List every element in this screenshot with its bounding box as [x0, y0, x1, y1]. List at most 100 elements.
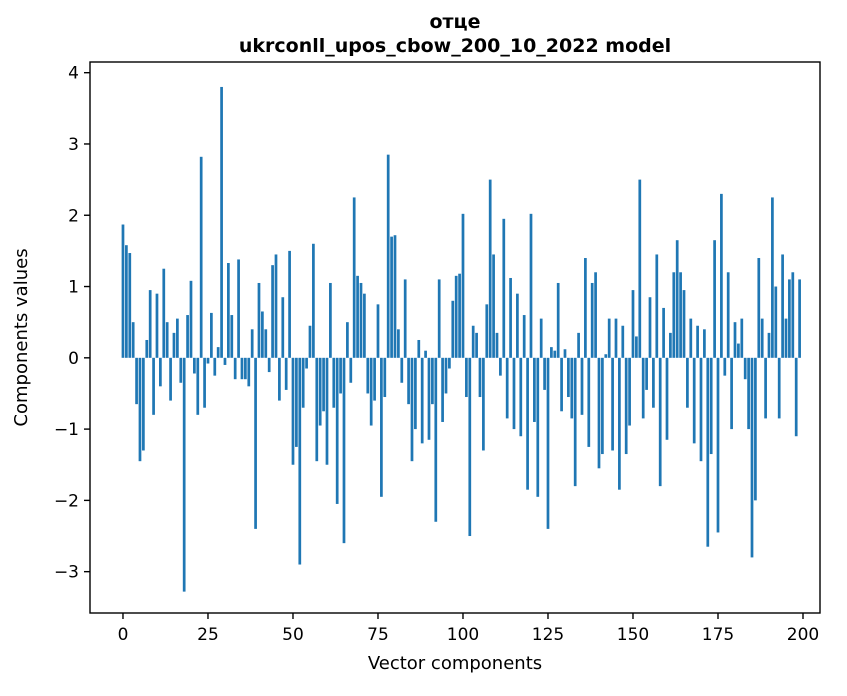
bar [257, 282, 261, 358]
bar [641, 357, 645, 419]
bar [781, 254, 784, 358]
bar [346, 322, 349, 358]
bar [645, 357, 648, 390]
bar [165, 322, 169, 358]
bar [159, 357, 162, 387]
bar [284, 357, 288, 390]
bar [461, 213, 465, 358]
bar [352, 197, 356, 358]
bar [550, 347, 553, 358]
bar [747, 357, 750, 430]
bar [339, 357, 342, 394]
chart-title: отце [429, 11, 480, 33]
bar [393, 235, 397, 358]
bar [369, 357, 373, 426]
bar [434, 357, 438, 522]
bar [590, 282, 594, 358]
bar [563, 349, 567, 358]
bar [295, 357, 298, 447]
bar [176, 318, 179, 358]
bar [607, 318, 611, 358]
bar [485, 304, 489, 358]
x-tick-label: 125 [532, 625, 564, 645]
bar [798, 279, 801, 358]
bar [213, 357, 217, 376]
bar [240, 357, 244, 380]
bar [274, 254, 278, 358]
bar [703, 329, 706, 358]
bar [380, 357, 383, 497]
bar [420, 357, 424, 444]
bar [601, 357, 604, 455]
bar [594, 272, 597, 358]
x-tick-label: 25 [197, 625, 219, 645]
bar [451, 300, 455, 358]
y-tick-label: 3 [68, 135, 79, 155]
bar [417, 339, 421, 358]
bar [743, 357, 747, 380]
bar [675, 240, 679, 358]
y-tick-label: 1 [68, 278, 79, 298]
bar [363, 293, 366, 358]
bar [223, 357, 227, 365]
bar [522, 315, 526, 358]
bar [495, 332, 499, 358]
x-axis-label: Vector components [368, 653, 542, 674]
bar [397, 329, 400, 358]
y-tick-label: −3 [54, 563, 79, 583]
bar [244, 357, 247, 380]
bar [237, 259, 240, 358]
bar [488, 179, 492, 358]
bar [723, 357, 727, 376]
bar [726, 272, 730, 358]
bar [733, 322, 737, 358]
bar [247, 357, 251, 387]
bar [125, 245, 128, 358]
bar [373, 357, 376, 401]
bar [206, 357, 210, 364]
bar [403, 279, 407, 358]
bar [233, 357, 237, 380]
bar [138, 357, 142, 462]
bar [665, 357, 669, 440]
bar [458, 273, 461, 358]
bar [366, 357, 370, 394]
bar [584, 258, 587, 358]
bar [757, 258, 761, 358]
bar [407, 357, 410, 405]
bar [635, 336, 638, 358]
bar [689, 318, 693, 358]
bar [424, 350, 427, 358]
bar [444, 357, 448, 394]
bar [502, 218, 506, 358]
bar [614, 318, 618, 358]
bar [210, 312, 213, 358]
axis-ticks: 0 25 50 75 100 125 150 175 200 −3 −2 −1 0 1 2 3 4 [54, 64, 819, 645]
bar [658, 357, 662, 487]
x-tick-label: 175 [702, 625, 734, 645]
bar [482, 357, 485, 451]
bar [376, 304, 380, 358]
bar [556, 282, 560, 358]
y-tick-label: 4 [68, 64, 79, 84]
bar [662, 307, 665, 358]
bar [597, 357, 601, 469]
bar [325, 357, 329, 465]
bar-series [121, 86, 801, 592]
bar [716, 357, 720, 533]
bar [611, 357, 614, 451]
bar [794, 357, 798, 437]
bar [713, 240, 716, 358]
bar [553, 350, 557, 358]
bar [427, 357, 431, 440]
bar [196, 357, 200, 415]
bar [332, 357, 336, 408]
bar [512, 357, 516, 430]
bar [604, 354, 608, 358]
bar [580, 357, 584, 415]
bar [312, 243, 315, 358]
bar [135, 357, 138, 405]
bar [148, 290, 152, 358]
bar [760, 318, 764, 358]
bar [291, 357, 295, 465]
